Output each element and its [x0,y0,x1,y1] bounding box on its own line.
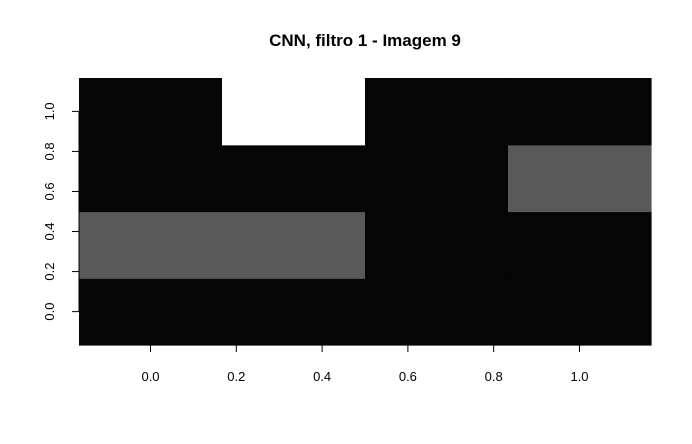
chart-title: CNN, filtro 1 - Imagem 9 [269,31,461,50]
heatmap-cell [365,278,509,346]
heatmap-cell [507,278,652,346]
y-axis: 0.0 0.2 0.4 0.6 0.8 1.0 [42,102,80,321]
x-tick-label: 0.2 [227,369,245,384]
y-tick-label: 0.8 [42,142,57,160]
heatmap-cell [365,144,509,213]
x-axis: 0.0 0.2 0.4 0.6 0.8 1.0 [141,344,589,384]
x-tick-label: 0.6 [399,369,417,384]
heatmap-cell [79,144,223,213]
y-tick-label: 0.6 [42,182,57,200]
heatmap-cell [507,78,652,146]
x-tick-label: 0.4 [313,369,331,384]
heatmap-cell [79,78,223,146]
heatmap-cell [365,78,509,146]
x-tick-label: 1.0 [570,369,588,384]
y-tick-label: 1.0 [42,102,57,120]
heatmap-cell [221,144,366,213]
y-tick-label: 0.4 [42,222,57,240]
heatmap-cell [79,278,223,346]
heatmap-cell [507,211,652,279]
heatmap-cell [221,78,366,146]
heatmap-cell [365,211,509,279]
y-tick-label: 0.2 [42,263,57,281]
heatmap-cell [507,144,652,213]
x-tick-label: 0.8 [485,369,503,384]
heatmap-cell [79,211,223,279]
heatmap-cell [221,211,366,279]
heatmap-cell [221,278,366,346]
x-tick-label: 0.0 [141,369,159,384]
y-tick-label: 0.0 [42,303,57,321]
heatmap-cells [79,78,652,346]
